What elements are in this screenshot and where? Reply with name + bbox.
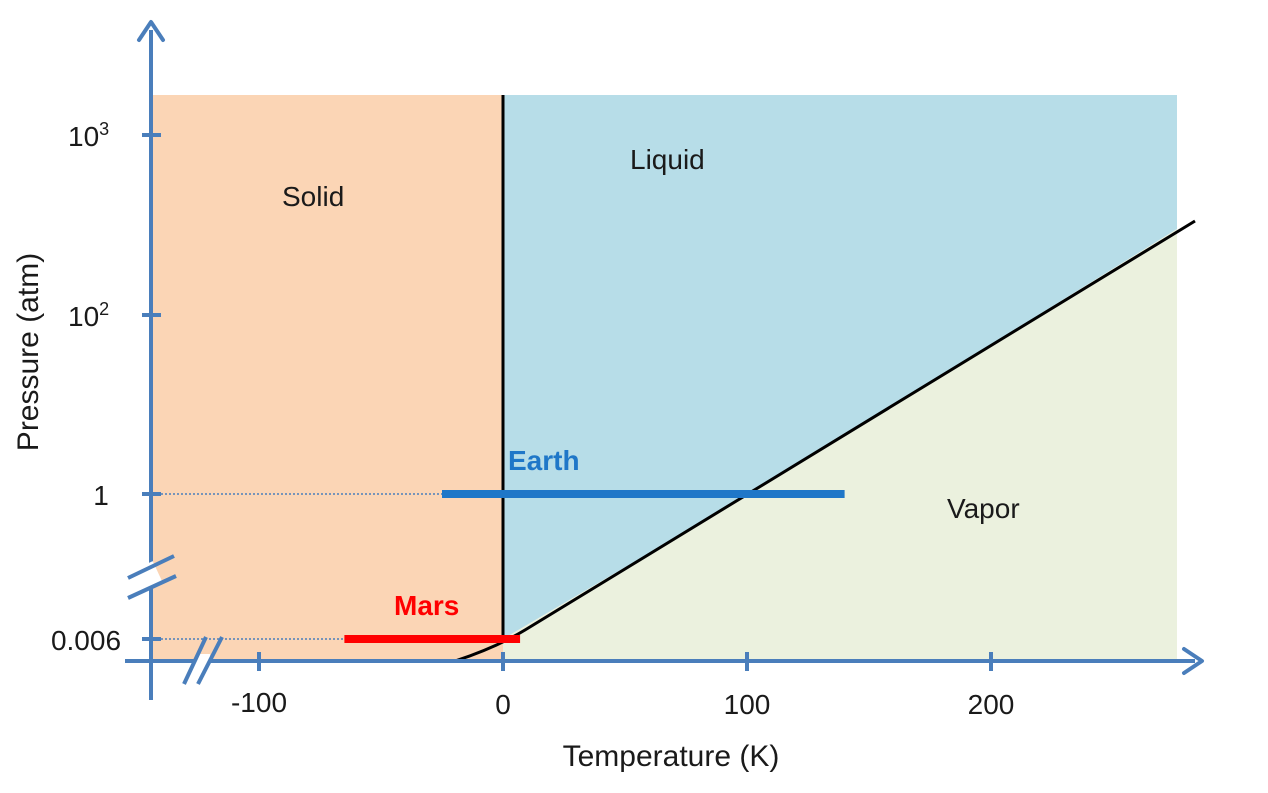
liquid-region [503, 95, 1177, 639]
y-tick-label-100: 102 [68, 299, 109, 332]
y-tick-100-exp: 2 [99, 299, 109, 319]
x-axis-arrow [1182, 647, 1204, 675]
y-axis-arrow [137, 20, 165, 42]
x-tick-label-0: 0 [495, 689, 511, 720]
y-tick-label-1: 1 [93, 480, 109, 511]
x-axis-break-slash-right [196, 636, 224, 685]
vapor-label: Vapor [947, 493, 1020, 524]
liquid-label: Liquid [630, 144, 705, 175]
y-tick-1000-exp: 3 [99, 119, 109, 139]
y-tick-1000-base: 10 [68, 121, 99, 152]
y-axis-break-marks [127, 554, 177, 600]
x-tick-label-neg100: -100 [231, 687, 287, 718]
y-tick-100-base: 10 [68, 301, 99, 332]
vapor-region [503, 229, 1177, 661]
y-tick-label-0006: 0.006 [51, 625, 121, 656]
earth-label: Earth [508, 445, 580, 476]
mars-label: Mars [394, 590, 459, 621]
y-tick-label-1000: 103 [68, 119, 109, 152]
x-axis-break-marks [182, 636, 224, 685]
x-axis-break-slash-left [182, 636, 208, 685]
y-axis-title: Pressure (atm) [12, 253, 45, 451]
x-tick-label-200: 200 [968, 689, 1015, 720]
vaporization-curve [454, 219, 1196, 663]
x-axis-title: Temperature (K) [563, 740, 780, 773]
x-tick-label-100: 100 [724, 689, 771, 720]
solid-region [153, 95, 503, 661]
solid-label: Solid [282, 181, 344, 212]
y-axis-break-slash-top [127, 554, 175, 580]
y-axis-break-slash-bottom [127, 574, 177, 600]
